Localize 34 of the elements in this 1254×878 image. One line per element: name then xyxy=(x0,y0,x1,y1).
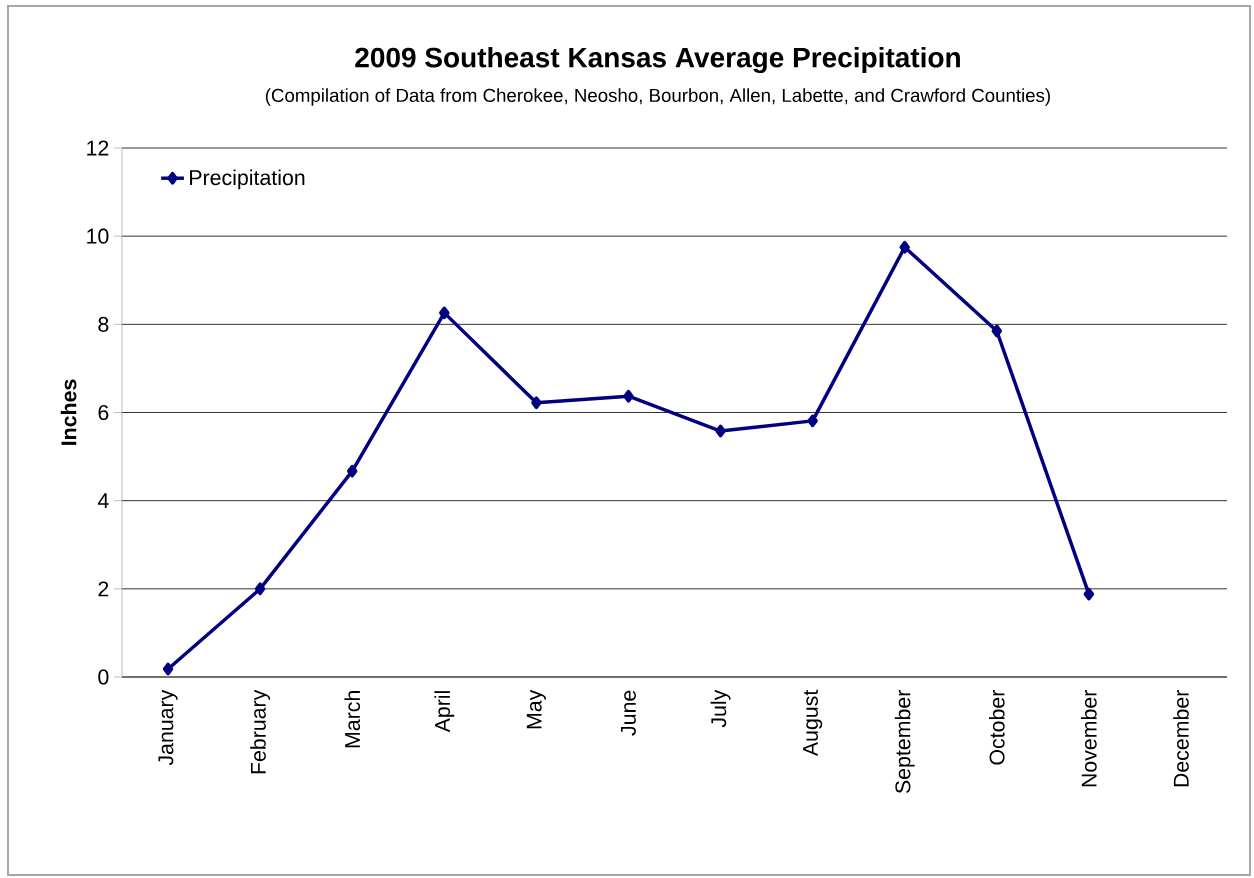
point xyxy=(346,464,358,478)
x-tick-label: April xyxy=(434,691,455,733)
y-tick-label: 6 xyxy=(98,404,109,421)
point xyxy=(439,306,450,320)
y-tick-label: 2 xyxy=(98,581,109,597)
x-tick-label: October xyxy=(988,690,1005,765)
legend-label: Precipitation xyxy=(190,169,305,190)
point xyxy=(623,389,634,403)
point xyxy=(715,424,726,438)
point xyxy=(162,662,174,676)
chart-subtitle: (Compilation of Data from Cherokee, Neosho, Bourbon, Allen, Labette, and Crawford Counties) xyxy=(265,88,1050,106)
point xyxy=(1083,587,1095,601)
point xyxy=(531,396,542,410)
x-tick-label: January xyxy=(158,689,178,766)
point xyxy=(807,414,818,428)
y-tick-label: 0 xyxy=(98,669,109,685)
point xyxy=(991,324,1003,338)
chart-title: 2009 Southeast Kansas Average Precipitation xyxy=(355,46,960,74)
x-tick-label: December xyxy=(1173,690,1189,787)
y-tick-label: 10 xyxy=(87,228,109,244)
x-tick-label: September xyxy=(894,690,915,794)
x-tick-label: May xyxy=(526,689,546,729)
y-tick-label: 4 xyxy=(97,493,109,508)
y-tick-label: 8 xyxy=(98,316,109,332)
point xyxy=(899,240,910,254)
x-tick-label: June xyxy=(621,690,636,736)
y-tick-label: 12 xyxy=(87,140,109,156)
y-axis-title: Inches xyxy=(60,379,77,445)
x-tick-label: March xyxy=(344,691,361,748)
x-tick-label: November xyxy=(1081,690,1097,787)
point xyxy=(254,582,266,596)
x-tick-label: July xyxy=(710,689,731,728)
x-tick-label: February xyxy=(250,689,271,774)
x-tick-label: August xyxy=(803,689,823,757)
